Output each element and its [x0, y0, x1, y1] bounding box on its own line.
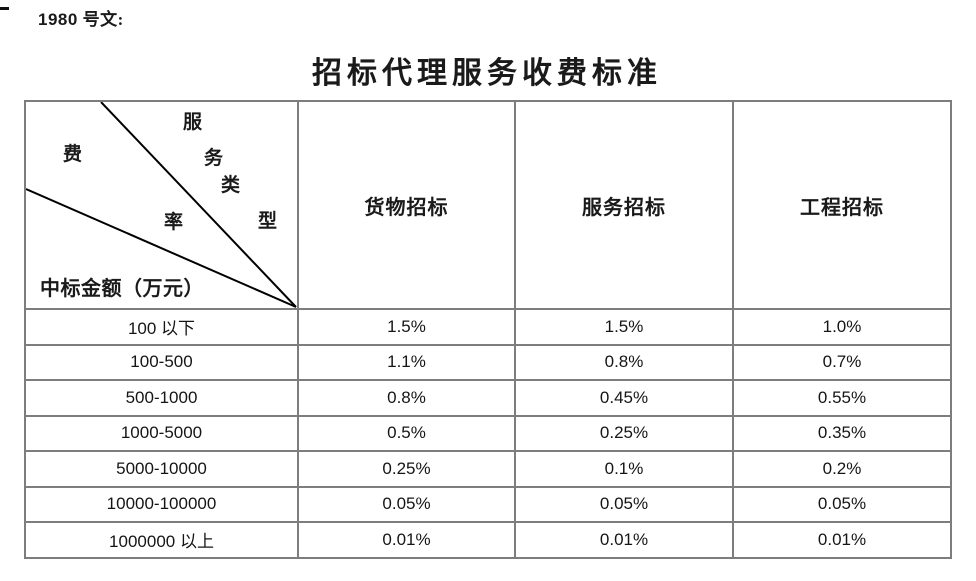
table-header-row: 服 务 类 型 费 率 中标金额（万元） 货物招标 服务招标 工程招标 — [24, 100, 952, 310]
row-label-cell: 100 以下 — [24, 308, 299, 346]
table-row: 100 以下 1.5% 1.5% 1.0% — [24, 308, 952, 346]
fee-value-cell: 0.8% — [514, 343, 734, 381]
fee-value-cell: 1.1% — [297, 343, 516, 381]
doc-ref-number: 1980 号文: — [38, 5, 124, 30]
page-title: 招标代理服务收费标准 — [312, 57, 662, 90]
scan-artifact — [0, 7, 9, 10]
row-label-cell: 500-1000 — [24, 379, 299, 417]
fee-value-cell: 0.01% — [732, 521, 952, 559]
fee-value-cell: 0.05% — [297, 485, 516, 523]
fee-value-cell: 0.2% — [732, 450, 952, 488]
corner-label-bid-amount: 中标金额（万元） — [40, 278, 204, 300]
fee-value-cell: 0.5% — [297, 414, 516, 452]
column-header-works-bidding: 工程招标 — [732, 100, 952, 310]
corner-label-rate-char: 率 — [164, 212, 184, 233]
fee-value-cell: 0.25% — [514, 414, 734, 452]
fee-value-cell: 0.01% — [514, 521, 734, 559]
fee-value-cell: 0.8% — [297, 379, 516, 417]
diagonal-divider-lines — [27, 103, 296, 307]
row-label-cell: 5000-10000 — [24, 450, 299, 488]
table-row: 100-500 1.1% 0.8% 0.7% — [24, 343, 952, 381]
fee-value-cell: 0.25% — [297, 450, 516, 488]
fee-value-cell: 0.05% — [732, 485, 952, 523]
corner-label-service-type-char: 型 — [258, 211, 278, 232]
fee-value-cell: 1.5% — [297, 308, 516, 346]
table-row: 1000000 以上 0.01% 0.01% 0.01% — [24, 521, 952, 559]
column-header-services-bidding: 服务招标 — [514, 100, 734, 310]
fee-value-cell: 0.01% — [297, 521, 516, 559]
fee-value-cell: 0.1% — [514, 450, 734, 488]
fee-value-cell: 1.0% — [732, 308, 952, 346]
corner-label-fee-char: 费 — [63, 144, 83, 165]
corner-label-service-type-char: 务 — [204, 148, 224, 169]
row-label-cell: 10000-100000 — [24, 485, 299, 523]
fee-table: 服 务 类 型 费 率 中标金额（万元） 货物招标 服务招标 工程招标 100 … — [24, 100, 952, 559]
row-label-cell: 1000000 以上 — [24, 521, 299, 559]
fee-value-cell: 0.7% — [732, 343, 952, 381]
fee-value-cell: 0.55% — [732, 379, 952, 417]
doc-ref-suffix: 号文: — [77, 10, 124, 29]
fee-value-cell: 1.5% — [514, 308, 734, 346]
corner-label-service-type-char: 类 — [221, 175, 241, 196]
doc-ref-digits: 1980 — [38, 10, 78, 29]
row-label-cell: 100-500 — [24, 343, 299, 381]
table-row: 500-1000 0.8% 0.45% 0.55% — [24, 379, 952, 417]
corner-label-service-type-char: 服 — [183, 112, 203, 133]
fee-value-cell: 0.45% — [514, 379, 734, 417]
table-row: 5000-10000 0.25% 0.1% 0.2% — [24, 450, 952, 488]
table-corner-cell: 服 务 类 型 费 率 中标金额（万元） — [24, 100, 299, 310]
column-header-goods-bidding: 货物招标 — [297, 100, 516, 310]
table-row: 10000-100000 0.05% 0.05% 0.05% — [24, 485, 952, 523]
fee-value-cell: 0.35% — [732, 414, 952, 452]
fee-value-cell: 0.05% — [514, 485, 734, 523]
table-row: 1000-5000 0.5% 0.25% 0.35% — [24, 414, 952, 452]
row-label-cell: 1000-5000 — [24, 414, 299, 452]
